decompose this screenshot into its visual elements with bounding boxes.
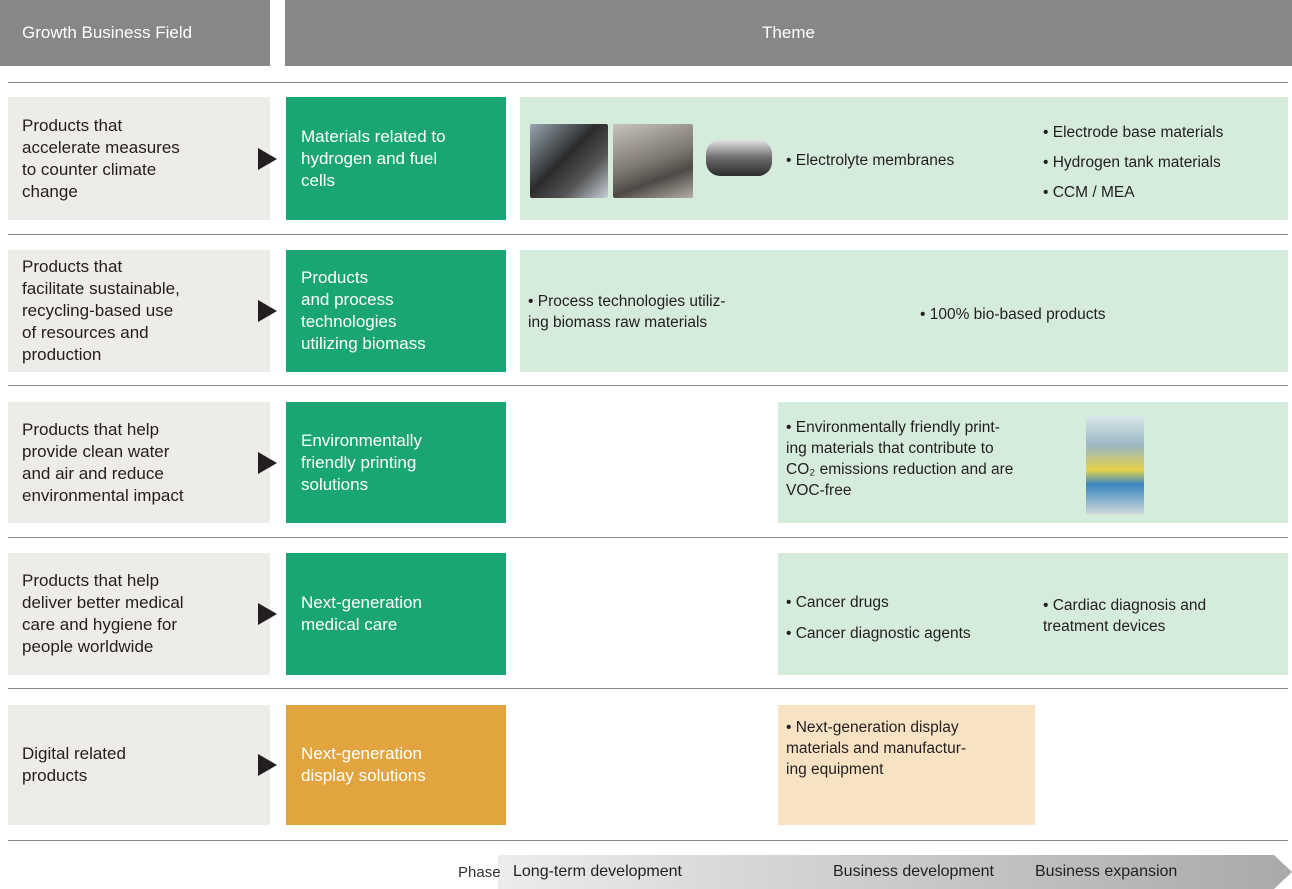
theme-item: • Cancer drugs [786,594,889,611]
theme-item: • Environmentally friendly print- ing ma… [786,419,1014,499]
theme-cell: Environmentally friendly printing soluti… [286,402,506,523]
separator [8,82,1288,83]
field-cell: Products that facilitate sustainable, re… [8,250,270,372]
separator [8,385,1288,386]
field-cell: Products that accelerate measures to cou… [8,97,270,220]
theme-cell: Products and process technologies utiliz… [286,250,506,372]
phase-stage: Business expansion [1035,863,1178,880]
product-image [613,124,693,198]
product-image [706,140,772,176]
theme-cell: Materials related to hydrogen and fuel c… [286,97,506,220]
separator [8,234,1288,235]
phase-label: Phase [458,864,501,881]
theme-item: • Process technologies utiliz- ing bioma… [528,293,726,331]
theme-panel [520,250,1288,372]
separator [8,537,1288,538]
field-header: Growth Business Field [0,0,270,66]
theme-item: • Next-generation display materials and … [786,719,967,778]
theme-cell: Next-generation medical care [286,553,506,675]
theme-panel [778,402,1288,523]
field-cell: Products that help provide clean water a… [8,402,270,523]
arrow [258,754,277,776]
arrow [258,300,277,322]
arrow [258,451,277,474]
phase-arrow [498,855,1292,889]
theme-item: • Cardiac diagnosis and treatment device… [1043,597,1207,635]
separator [8,688,1288,689]
theme-item: • CCM / MEA [1043,184,1135,201]
phase-stage: Business development [833,863,994,880]
product-image [1086,416,1144,514]
field-cell: Products that help deliver better medica… [8,553,270,675]
arrow [258,603,277,625]
theme-item: • Cancer diagnostic agents [786,625,971,642]
theme-panel [778,553,1288,675]
phase-stage: Long-term development [513,863,682,880]
phase-bar [498,855,1292,889]
theme-item: • Electrode base materials [1043,124,1224,141]
theme-item: • 100% bio-based products [920,306,1106,323]
theme-header: Theme [285,0,1292,66]
product-image [530,124,608,198]
field-cell: Digital related products [8,705,270,825]
theme-item: • Electrolyte membranes [786,152,955,169]
arrow [258,147,277,170]
theme-cell: Next-generation display solutions [286,705,506,825]
theme-item: • Hydrogen tank materials [1043,154,1221,171]
separator [8,840,1288,841]
theme-panel [778,705,1035,825]
